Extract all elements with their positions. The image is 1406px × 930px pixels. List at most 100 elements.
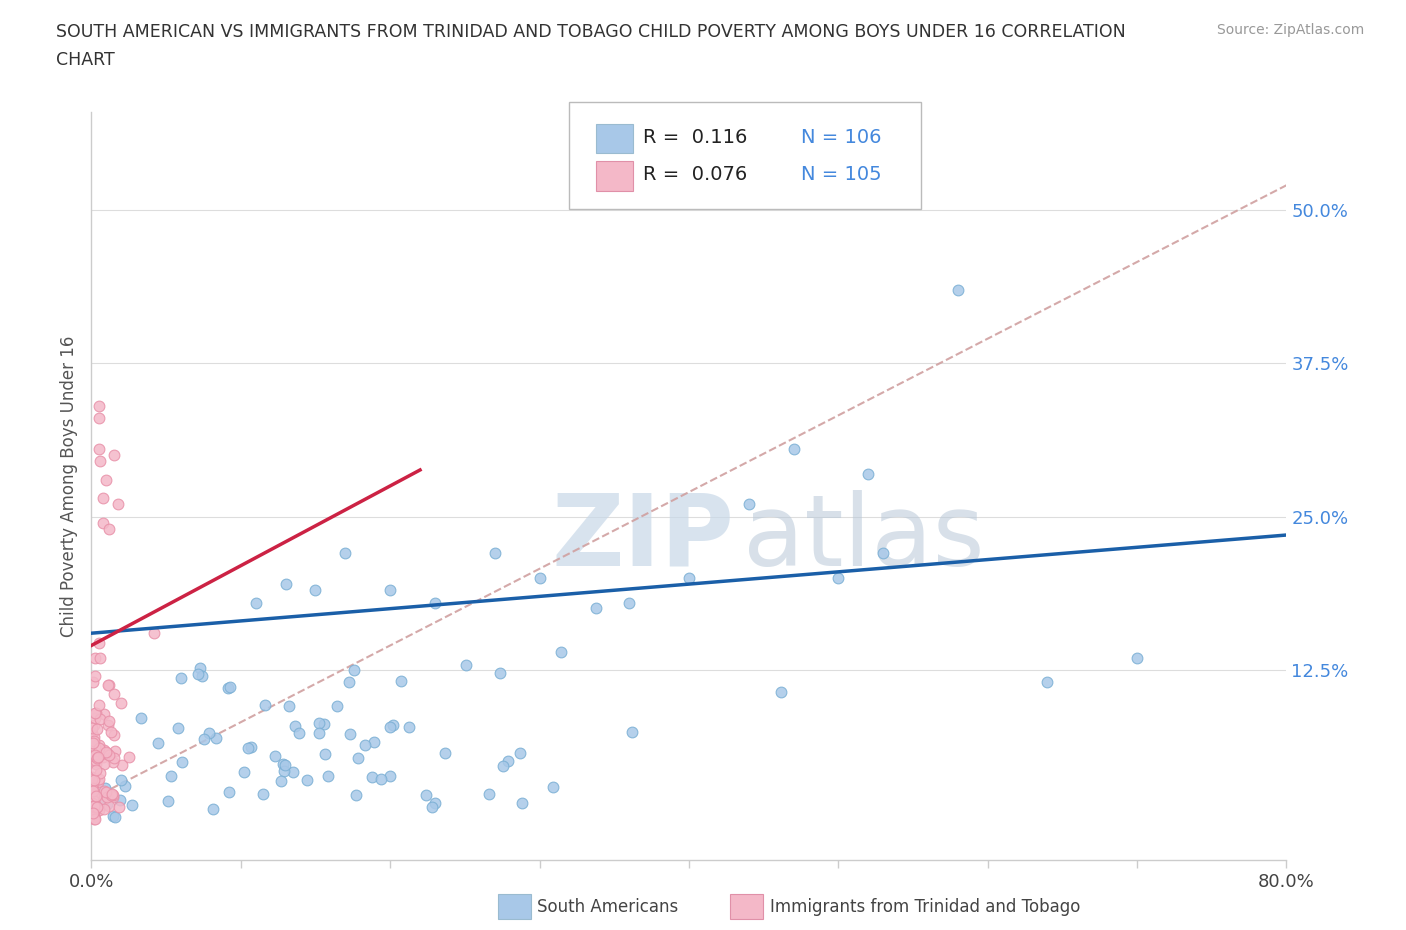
- Point: [82, 795, 104, 810]
- Point: [96, 797, 118, 812]
- Point: [381, 718, 404, 733]
- Point: [80, 769, 103, 784]
- Point: [619, 595, 641, 610]
- Point: [160, 769, 183, 784]
- Point: [83, 730, 105, 745]
- Point: [270, 774, 292, 789]
- Point: [114, 778, 136, 793]
- Point: [100, 724, 122, 739]
- Point: [108, 800, 131, 815]
- Point: [103, 788, 125, 803]
- Point: [287, 725, 309, 740]
- Point: [946, 282, 969, 297]
- Point: [94, 746, 117, 761]
- Point: [83, 786, 105, 801]
- Point: [380, 583, 402, 598]
- Point: [434, 745, 457, 760]
- Point: [104, 743, 127, 758]
- Point: [93, 491, 115, 506]
- Point: [83, 733, 105, 748]
- Point: [156, 793, 179, 808]
- Point: [87, 775, 110, 790]
- Point: [83, 812, 105, 827]
- Point: [89, 771, 111, 786]
- Point: [86, 756, 108, 771]
- Point: [82, 725, 104, 740]
- Point: [284, 718, 307, 733]
- Point: [87, 698, 110, 713]
- Point: [346, 751, 368, 766]
- Point: [380, 719, 402, 734]
- Point: [273, 757, 295, 772]
- Point: [339, 727, 361, 742]
- Point: [423, 796, 446, 811]
- Point: [93, 792, 115, 807]
- Point: [83, 799, 105, 814]
- Point: [769, 684, 792, 699]
- Point: [83, 669, 105, 684]
- Point: [389, 673, 412, 688]
- Point: [96, 785, 118, 800]
- Point: [678, 570, 700, 585]
- Point: [93, 784, 115, 799]
- Point: [103, 727, 125, 742]
- Point: [86, 762, 108, 777]
- Text: ZIP: ZIP: [551, 490, 734, 587]
- Point: [543, 779, 565, 794]
- Point: [111, 757, 134, 772]
- Point: [344, 788, 367, 803]
- Point: [91, 750, 114, 764]
- Point: [252, 787, 274, 802]
- Text: Source: ZipAtlas.com: Source: ZipAtlas.com: [1216, 23, 1364, 37]
- Point: [167, 720, 190, 735]
- Point: [101, 790, 124, 804]
- Point: [97, 678, 120, 693]
- Point: [529, 570, 551, 585]
- Point: [84, 705, 107, 720]
- Point: [142, 626, 165, 641]
- Point: [82, 804, 104, 818]
- Point: [82, 791, 104, 806]
- Point: [205, 730, 228, 745]
- Point: [89, 650, 111, 665]
- Point: [398, 720, 420, 735]
- Text: N = 106: N = 106: [801, 128, 882, 147]
- Point: [83, 711, 105, 725]
- Point: [83, 651, 105, 666]
- Point: [314, 747, 336, 762]
- Point: [83, 809, 105, 824]
- Point: [1126, 650, 1149, 665]
- Point: [80, 772, 103, 787]
- Text: SOUTH AMERICAN VS IMMIGRANTS FROM TRINIDAD AND TOBAGO CHILD POVERTY AMONG BOYS U: SOUTH AMERICAN VS IMMIGRANTS FROM TRINID…: [56, 23, 1126, 41]
- Point: [354, 737, 377, 752]
- Point: [80, 780, 103, 795]
- Point: [236, 741, 259, 756]
- Point: [89, 454, 111, 469]
- Point: [278, 699, 301, 714]
- Point: [872, 546, 894, 561]
- Point: [264, 748, 287, 763]
- Point: [82, 802, 104, 817]
- Point: [103, 686, 125, 701]
- Point: [83, 748, 105, 763]
- Point: [83, 808, 105, 823]
- Point: [80, 795, 103, 810]
- Point: [83, 749, 105, 764]
- Point: [84, 789, 107, 804]
- Point: [82, 777, 104, 792]
- Point: [110, 772, 132, 787]
- Point: [108, 792, 131, 807]
- Point: [82, 737, 104, 751]
- Point: [93, 802, 115, 817]
- Point: [82, 807, 104, 822]
- Point: [316, 768, 339, 783]
- Point: [274, 577, 297, 591]
- Point: [101, 809, 124, 824]
- Point: [101, 787, 124, 802]
- Point: [380, 768, 402, 783]
- Point: [295, 772, 318, 787]
- Point: [335, 546, 357, 561]
- Point: [509, 746, 531, 761]
- Point: [620, 724, 643, 739]
- Point: [83, 795, 105, 810]
